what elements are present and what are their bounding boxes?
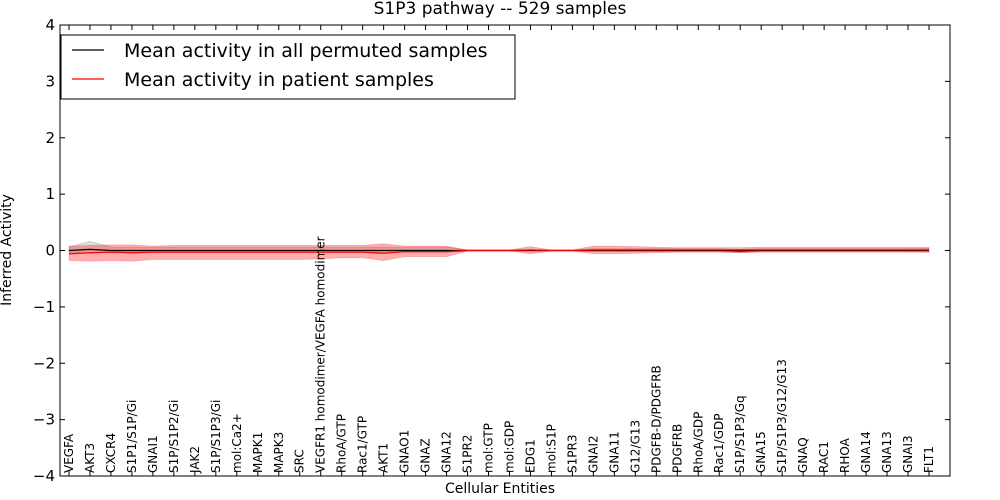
x-tick-label: GNAI3 [901,435,915,473]
chart-title: S1P3 pathway -- 529 samples [374,0,627,19]
x-tick-label: mol:GDP [502,421,516,473]
x-tick-label: GNA12 [440,431,454,473]
legend: Mean activity in all permuted samples Me… [60,34,516,100]
x-tick-label: G12/G13 [628,420,642,473]
x-tick-label: FLT1 [922,446,936,473]
x-tick-label: MAPK1 [251,432,265,473]
x-tick-label: CXCR4 [104,433,118,473]
x-tick-label: GNA13 [880,431,894,473]
y-axis: −4 −3 −2 −1 0 1 2 3 4 [33,16,950,485]
x-tick-label: mol:GTP [482,423,496,473]
x-tick-label: GNA11 [607,431,621,473]
x-tick-label: PDGFRB [670,424,684,473]
x-tick-label: S1PR2 [461,435,475,473]
x-tick-label: mol:S1P [544,424,558,473]
y-tick-label: 2 [45,129,55,147]
x-tick-label: Rac1/GDP [712,414,726,473]
x-tick-label: AKT3 [83,443,97,473]
x-tick-label: SRC [293,449,307,473]
y-tick-label: −1 [33,298,55,316]
x-axis: VEGFA AKT3 CXCR4 S1P1/S1P/Gi GNAI1 S1P/S1P2/G… [62,25,936,476]
legend-label-permuted: Mean activity in all permuted samples [124,40,487,62]
y-tick-label: −4 [33,467,55,485]
y-tick-label: 0 [45,242,55,260]
x-tick-label: S1PR3 [565,435,579,473]
x-tick-label: GNAI2 [586,435,600,473]
y-axis-label: Inferred Activity [0,194,15,306]
x-tick-label: GNA14 [859,431,873,473]
legend-box [60,34,516,100]
x-tick-label: RhoA/GDP [691,412,705,473]
x-tick-label: VEGFA [62,433,76,473]
series-lines [68,248,929,255]
x-tick-label: GNAI1 [146,435,160,473]
y-tick-label: −2 [33,354,55,372]
x-tick-label: GNAQ [796,437,810,473]
x-tick-label: RAC1 [817,441,831,473]
y-tick-label: 4 [45,16,55,34]
x-tick-label: EDG1 [523,439,537,473]
x-tick-label: MAPK3 [272,432,286,473]
x-tick-label: S1P1/S1P/Gi [125,400,139,473]
x-tick-label: S1P/S1P2/Gi [167,400,181,473]
x-tick-label: PDGFB-D/PDGFRB [649,365,663,473]
plot-frame [59,24,951,477]
x-tick-label: JAK2 [188,446,202,474]
x-tick-label: GNAO1 [398,430,412,473]
patient-band [68,243,930,262]
x-tick-label: mol:Ca2+ [230,413,244,473]
x-tick-label: GNA15 [754,431,768,473]
x-tick-label: RHOA [838,437,852,473]
legend-label-patient: Mean activity in patient samples [124,69,434,91]
x-tick-label: S1P/S1P3/Gi [209,400,223,473]
x-tick-label: S1P/S1P3/G12/G13 [775,359,789,473]
x-tick-label: S1P/S1P3/Gq [733,395,747,473]
x-axis-label: Cellular Entities [445,481,555,497]
x-tick-label: RhoA/GTP [335,414,349,473]
x-tick-label: Rac1/GTP [356,416,370,473]
x-tick-label: VEGFR1 homodimer/VEGFA homodimer [314,236,328,473]
x-tick-label: GNAZ [419,438,433,473]
y-tick-label: 1 [45,185,55,203]
x-tick-label: AKT1 [377,443,391,473]
y-tick-label: 3 [45,72,55,90]
patient-mean-line [68,249,929,255]
y-tick-label: −3 [33,411,55,429]
